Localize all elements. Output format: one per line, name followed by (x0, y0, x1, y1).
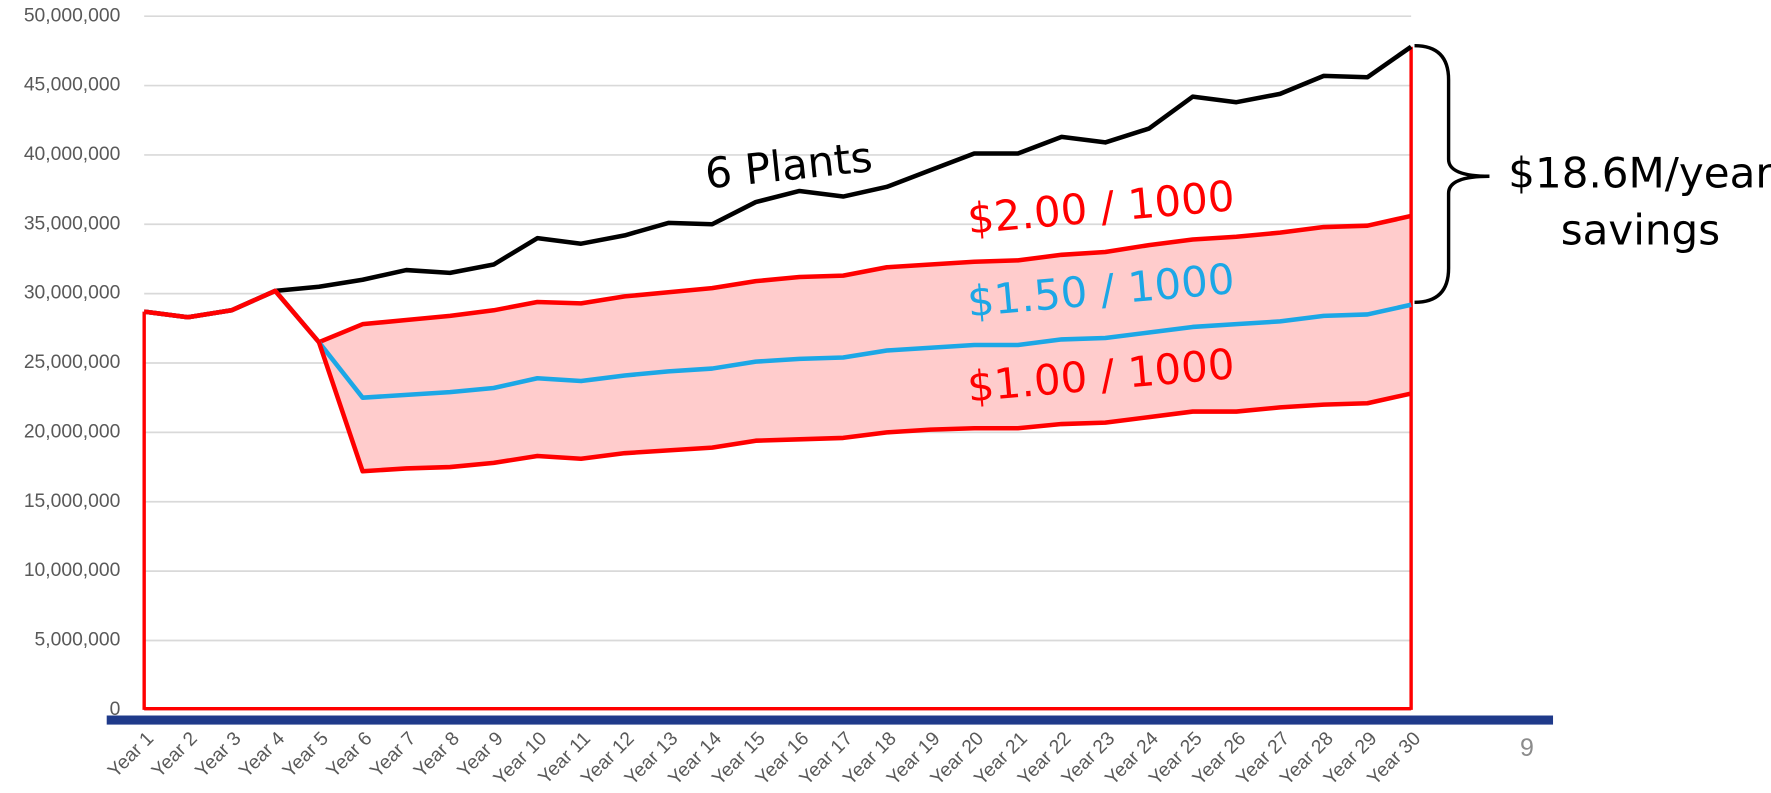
y-tick-label: 0 (110, 699, 121, 720)
y-tick-label: 25,000,000 (24, 352, 121, 373)
annotation: savings (1561, 206, 1720, 255)
series-line (143, 44, 1413, 320)
x-tick-label: Year 6 (323, 728, 377, 782)
x-tick-label: Year 7 (366, 728, 420, 782)
page-number: 9 (1520, 734, 1534, 762)
brace (1414, 44, 1490, 304)
marks: 6 Plants$2.00 / 1000$1.50 / 1000$1.00 / … (142, 44, 1413, 711)
series-line (143, 213, 1412, 345)
y-tick-label: 10,000,000 (24, 560, 121, 581)
series-label: $2.00 / 1000 (965, 171, 1236, 243)
series-line (143, 288, 1412, 400)
series-label: 6 Plants (703, 132, 875, 198)
y-tick-label: 40,000,000 (24, 144, 121, 165)
y-tick-label: 5,000,000 (35, 630, 121, 651)
x-tick-label: Year 4 (235, 728, 289, 782)
band (144, 215, 1412, 472)
footer-bar (106, 715, 1554, 725)
x-tick-label: Year 5 (279, 728, 333, 782)
y-tick-label: 50,000,000 (24, 5, 121, 26)
x-tick-label: Year 8 (410, 728, 464, 782)
x-tick-label: Year 2 (148, 728, 202, 782)
annotation: $18.6M/year (1508, 149, 1771, 198)
y-tick-label: 30,000,000 (24, 283, 121, 304)
x-tick-label: Year 3 (192, 728, 246, 782)
y-tick-label: 20,000,000 (24, 421, 121, 442)
series-line (143, 288, 1412, 474)
y-tick-label: 35,000,000 (24, 213, 121, 234)
y-tick-label: 15,000,000 (24, 491, 121, 512)
x-tick-label: Year 1 (104, 728, 158, 782)
y-tick-label: 45,000,000 (24, 75, 121, 96)
